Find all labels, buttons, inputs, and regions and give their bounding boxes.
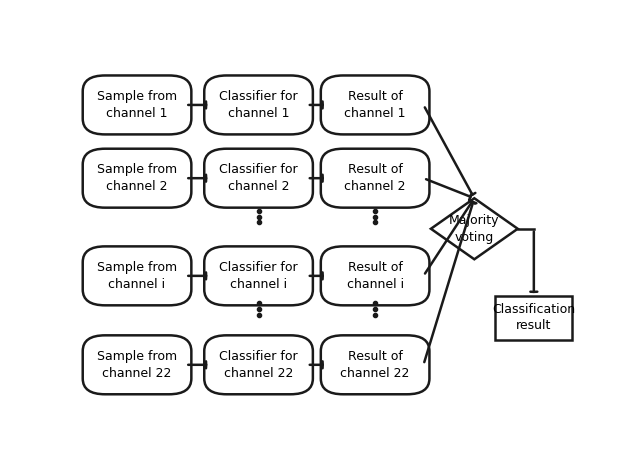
- FancyBboxPatch shape: [321, 76, 429, 135]
- FancyBboxPatch shape: [321, 335, 429, 394]
- Text: Classifier for
channel 2: Classifier for channel 2: [220, 164, 298, 193]
- FancyBboxPatch shape: [83, 76, 191, 135]
- Bar: [495, 296, 572, 339]
- FancyBboxPatch shape: [204, 76, 313, 135]
- Text: Classifier for
channel i: Classifier for channel i: [220, 261, 298, 291]
- FancyBboxPatch shape: [83, 335, 191, 394]
- FancyBboxPatch shape: [83, 246, 191, 305]
- Text: Sample from
channel i: Sample from channel i: [97, 261, 177, 291]
- FancyBboxPatch shape: [204, 246, 313, 305]
- Text: Result of
channel 2: Result of channel 2: [344, 164, 406, 193]
- Text: Result of
channel 22: Result of channel 22: [340, 350, 410, 380]
- Text: Classifier for
channel 1: Classifier for channel 1: [220, 90, 298, 120]
- Text: Sample from
channel 1: Sample from channel 1: [97, 90, 177, 120]
- FancyBboxPatch shape: [204, 335, 313, 394]
- FancyBboxPatch shape: [321, 149, 429, 207]
- Text: Classification
result: Classification result: [492, 303, 575, 333]
- Polygon shape: [431, 198, 518, 259]
- Text: Classifier for
channel 22: Classifier for channel 22: [220, 350, 298, 380]
- Text: Sample from
channel 2: Sample from channel 2: [97, 164, 177, 193]
- Text: Result of
channel 1: Result of channel 1: [344, 90, 406, 120]
- FancyBboxPatch shape: [321, 246, 429, 305]
- FancyBboxPatch shape: [204, 149, 313, 207]
- Text: Majority
voting: Majority voting: [449, 214, 500, 244]
- Text: Sample from
channel 22: Sample from channel 22: [97, 350, 177, 380]
- Text: Result of
channel i: Result of channel i: [346, 261, 404, 291]
- FancyBboxPatch shape: [83, 149, 191, 207]
